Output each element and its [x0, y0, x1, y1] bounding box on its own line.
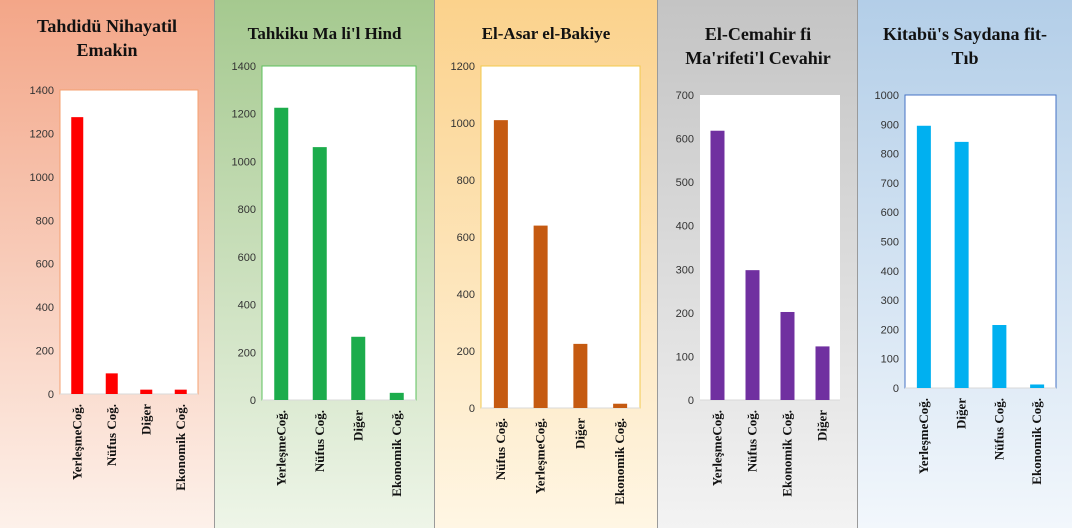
- y-tick-label: 500: [676, 177, 694, 189]
- x-category-label: Nüfus Coğ.: [991, 398, 1006, 460]
- y-tick-label: 200: [238, 347, 256, 359]
- y-tick-label: 900: [881, 119, 899, 131]
- y-tick-label: 800: [36, 215, 54, 227]
- bar: [992, 325, 1007, 388]
- chart-title: Kitabü's Saydana fit-Tıb: [882, 24, 1048, 68]
- chart-plot: 0 200 400 600 800 1000 1200 1400 YerleşmeCoğ. Nüf…: [30, 85, 199, 491]
- y-tick-label: 1000: [875, 90, 899, 102]
- y-tick-label: 100: [881, 354, 899, 366]
- chart-plot: 0 200 400 600 800 1000 1200 1400 YerleşmeCoğ. Nüf…: [232, 61, 417, 497]
- chart-title: El-Asar el-Bakiye: [481, 24, 611, 43]
- y-tick-label: 800: [238, 204, 256, 216]
- chart-panel: Tahkiku Ma li'l Hind 0 200 400 600 800 1000 12…: [215, 0, 435, 528]
- chart-panel: El-Cemahir fi Ma'rifeti'l Cevahir 0 100 20…: [658, 0, 858, 528]
- chart-panel: Kitabü's Saydana fit-Tıb 0 100 200 300 400 50…: [858, 0, 1072, 528]
- x-category-label: Diğer: [138, 404, 153, 435]
- bar: [780, 311, 795, 400]
- bar: [954, 141, 969, 388]
- x-category-label: YerleşmeCoğ.: [533, 418, 548, 494]
- chart-plot: 0 100 200 300 400 500 600 700 800 900 1000 Yerleşme…: [875, 90, 1057, 485]
- chart-plot: 0 200 400 600 800 1000 1200 Nüfus Coğ. YerleşmeC…: [451, 61, 641, 505]
- bar: [174, 389, 187, 394]
- bar: [745, 270, 760, 400]
- bar: [533, 225, 548, 408]
- y-tick-label: 600: [676, 134, 694, 146]
- y-tick-label: 600: [457, 232, 475, 244]
- y-tick-label: 400: [457, 289, 475, 301]
- y-tick-label: 100: [676, 351, 694, 363]
- x-category-label: YerleşmeCoğ.: [69, 404, 84, 480]
- y-tick-label: 1000: [30, 172, 54, 184]
- bar: [71, 117, 84, 395]
- x-category-label: Nüfus Coğ.: [493, 418, 508, 480]
- x-category-label: YerleşmeCoğ.: [710, 410, 725, 486]
- x-category-label: Diğer: [954, 398, 969, 429]
- y-tick-label: 600: [238, 252, 256, 264]
- y-tick-label: 0: [48, 389, 54, 401]
- y-tick-label: 600: [881, 207, 899, 219]
- x-category-label: Nüfus Coğ.: [745, 410, 760, 472]
- y-tick-label: 200: [676, 308, 694, 320]
- x-category-label: Ekonomik Coğ.: [612, 418, 627, 505]
- y-tick-label: 700: [676, 90, 694, 102]
- bar: [573, 343, 588, 408]
- y-tick-label: 400: [676, 221, 694, 233]
- chart-title: Tahkiku Ma li'l Hind: [247, 24, 402, 43]
- y-tick-label: 0: [893, 383, 899, 395]
- y-tick-label: 600: [36, 259, 54, 271]
- y-tick-label: 1400: [232, 61, 256, 73]
- chart-panel: Tahdidü Nihayatil Emakin 0 200 400 600 800 10…: [0, 0, 215, 528]
- y-tick-label: 0: [469, 403, 475, 415]
- bar: [613, 403, 628, 408]
- bar: [916, 125, 931, 388]
- y-tick-label: 500: [881, 237, 899, 249]
- y-tick-label: 800: [881, 149, 899, 161]
- x-category-label: Nüfus Coğ.: [104, 404, 119, 466]
- y-tick-label: 800: [457, 175, 475, 187]
- y-tick-label: 400: [36, 302, 54, 314]
- y-tick-label: 1400: [30, 85, 54, 97]
- y-tick-label: 1200: [451, 61, 475, 73]
- bar: [710, 130, 725, 400]
- chart-title: Tahdidü Nihayatil Emakin: [37, 16, 177, 60]
- x-category-label: YerleşmeCoğ.: [273, 410, 288, 486]
- y-tick-label: 0: [688, 395, 694, 407]
- y-tick-label: 1200: [232, 109, 256, 121]
- bar: [1030, 384, 1045, 388]
- bar: [351, 336, 366, 400]
- chart-title: El-Cemahir fi Ma'rifeti'l Cevahir: [685, 24, 831, 68]
- x-category-label: Diğer: [815, 410, 830, 441]
- y-tick-label: 0: [250, 395, 256, 407]
- y-tick-label: 200: [36, 346, 54, 358]
- x-category-label: Ekonomik Coğ.: [1029, 398, 1044, 485]
- bar: [312, 147, 327, 400]
- bar: [105, 373, 118, 394]
- y-tick-label: 1000: [451, 118, 475, 130]
- chart-plot: 0 100 200 300 400 500 600 700 YerleşmeCoğ. Nüfus …: [676, 90, 840, 497]
- y-tick-label: 1000: [232, 156, 256, 168]
- bar: [493, 120, 508, 409]
- x-category-label: Diğer: [572, 418, 587, 449]
- y-tick-label: 200: [881, 324, 899, 336]
- x-category-label: Diğer: [350, 410, 365, 441]
- y-tick-label: 700: [881, 178, 899, 190]
- y-tick-label: 200: [457, 346, 475, 358]
- x-category-label: Ekonomik Coğ.: [173, 404, 188, 491]
- y-tick-label: 400: [238, 300, 256, 312]
- y-tick-label: 400: [881, 266, 899, 278]
- y-tick-label: 1200: [30, 128, 54, 140]
- bar: [274, 107, 289, 400]
- y-tick-label: 300: [676, 264, 694, 276]
- bar: [815, 346, 830, 400]
- x-category-label: Nüfus Coğ.: [312, 410, 327, 472]
- x-category-label: Ekonomik Coğ.: [389, 410, 404, 497]
- bar: [140, 389, 153, 394]
- chart-panel: El-Asar el-Bakiye 0 200 400 600 800 1000 1200 N…: [435, 0, 658, 528]
- x-category-label: Ekonomik Coğ.: [780, 410, 795, 497]
- bar: [389, 392, 404, 400]
- x-category-label: YerleşmeCoğ.: [916, 398, 931, 474]
- y-tick-label: 300: [881, 295, 899, 307]
